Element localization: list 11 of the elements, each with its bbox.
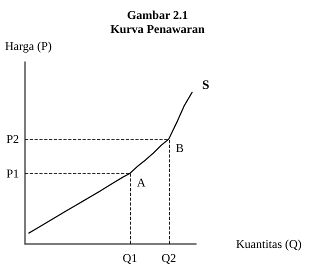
annotation: A [136, 175, 146, 190]
series-label: S [202, 76, 210, 92]
x-axis-title: Kuantitas (Q) [236, 237, 302, 251]
y-axis-title: Harga (P) [5, 39, 52, 53]
ref-line-label: P2 [6, 132, 19, 146]
x-tick-label: Q1 [122, 251, 138, 265]
chart-title: Gambar 2.1 [126, 8, 188, 22]
ref-line-label: P1 [6, 166, 19, 180]
chart-subtitle: Kurva Penawaran [110, 22, 205, 36]
x-tick-label: Q2 [161, 251, 176, 265]
annotation: B [176, 141, 184, 156]
